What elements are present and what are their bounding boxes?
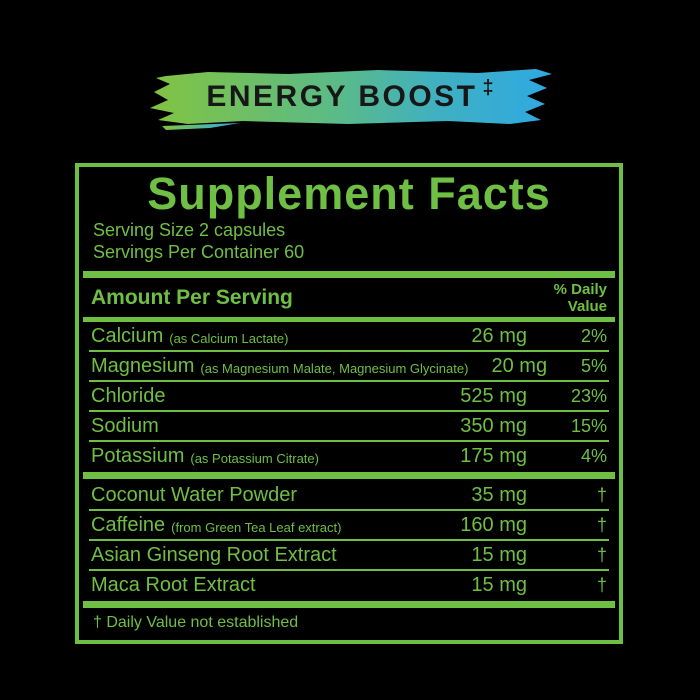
- ingredient-name: Calcium: [91, 324, 164, 347]
- ingredient-name: Potassium: [91, 444, 185, 467]
- table-row: Calcium (as Calcium Lactate) 26 mg 2%: [79, 322, 619, 350]
- ingredient-name: Sodium: [91, 414, 159, 437]
- ingredient-daily-value: 23%: [570, 385, 607, 406]
- divider-thin: [89, 350, 609, 353]
- servings-per-container: Servings Per Container 60: [93, 241, 305, 262]
- table-row: Coconut Water Powder 35 mg †: [79, 481, 619, 509]
- ingredient-detail: (as Potassium Citrate): [190, 450, 319, 466]
- table-row: Caffeine (from Green Tea Leaf extract) 1…: [79, 511, 619, 539]
- panel-title: Supplement Facts: [147, 168, 551, 219]
- table-row: Maca Root Extract 15 mg †: [79, 571, 619, 599]
- table-row: Asian Ginseng Root Extract 15 mg †: [79, 541, 619, 569]
- divider-medium: [83, 317, 615, 323]
- ingredient-daily-value: 5%: [580, 355, 607, 376]
- table-row: Sodium 350 mg 15%: [79, 412, 619, 440]
- ingredient-daily-value: 2%: [580, 325, 607, 346]
- divider-thin: [89, 539, 609, 542]
- ingredient-daily-value: 15%: [570, 415, 607, 436]
- divider-thin: [89, 410, 609, 413]
- divider-thin: [89, 509, 609, 512]
- divider-thin: [89, 380, 609, 383]
- ingredient-name: Caffeine: [91, 513, 166, 536]
- ingredient-detail: (as Magnesium Malate, Magnesium Glycinat…: [200, 360, 469, 376]
- banner-title: ENERGY BOOST ‡: [148, 66, 552, 130]
- banner-title-text: ENERGY BOOST: [206, 79, 478, 113]
- ingredient-daily-value: †: [596, 574, 607, 595]
- ingredient-amount: 26 mg: [471, 324, 527, 347]
- ingredient-daily-value: †: [596, 484, 607, 505]
- divider-thick: [83, 601, 615, 609]
- daily-value-footnote: † Daily Value not established: [93, 614, 299, 632]
- table-row: Potassium (as Potassium Citrate) 175 mg …: [79, 442, 619, 470]
- serving-size: Serving Size 2 capsules: [93, 219, 286, 240]
- table-row: Chloride 525 mg 23%: [79, 382, 619, 410]
- ingredient-amount: 15 mg: [471, 543, 527, 566]
- divider-thick: [83, 472, 615, 480]
- ingredient-name: Asian Ginseng Root Extract: [91, 543, 337, 566]
- ingredient-amount: 160 mg: [460, 513, 527, 536]
- ingredient-daily-value: 4%: [580, 445, 607, 466]
- ingredient-detail: (from Green Tea Leaf extract): [171, 519, 342, 535]
- amount-per-serving-label: Amount Per Serving: [91, 286, 293, 310]
- serving-info: Serving Size 2 capsules Servings Per Con…: [93, 220, 619, 264]
- daily-value-label: % Daily Value: [553, 280, 607, 316]
- table-header: Amount Per Serving % Daily Value: [79, 278, 619, 318]
- divider-thick: [83, 270, 615, 278]
- ingredient-detail: (as Calcium Lactate): [169, 330, 289, 346]
- ingredient-amount: 350 mg: [460, 414, 527, 437]
- table-row: Magnesium (as Magnesium Malate, Magnesiu…: [79, 352, 619, 380]
- product-banner: ENERGY BOOST ‡: [148, 66, 552, 130]
- ingredient-name: Magnesium: [91, 354, 195, 377]
- ingredient-amount: 35 mg: [471, 483, 527, 506]
- ingredient-name: Chloride: [91, 384, 166, 407]
- double-dagger-icon: ‡: [482, 77, 494, 99]
- ingredient-name: Coconut Water Powder: [91, 483, 298, 506]
- ingredient-daily-value: †: [596, 544, 607, 565]
- divider-thin: [89, 569, 609, 572]
- ingredient-amount: 525 mg: [460, 384, 527, 407]
- ingredient-daily-value: †: [596, 514, 607, 535]
- ingredient-amount: 175 mg: [460, 444, 527, 467]
- brush-stroke-icon: [150, 69, 552, 130]
- ingredient-amount: 15 mg: [471, 573, 527, 596]
- ingredient-name: Maca Root Extract: [91, 573, 256, 596]
- divider-thin: [89, 440, 609, 443]
- supplement-facts-panel: Supplement Facts Serving Size 2 capsules…: [75, 163, 623, 645]
- ingredient-amount: 20 mg: [491, 354, 548, 377]
